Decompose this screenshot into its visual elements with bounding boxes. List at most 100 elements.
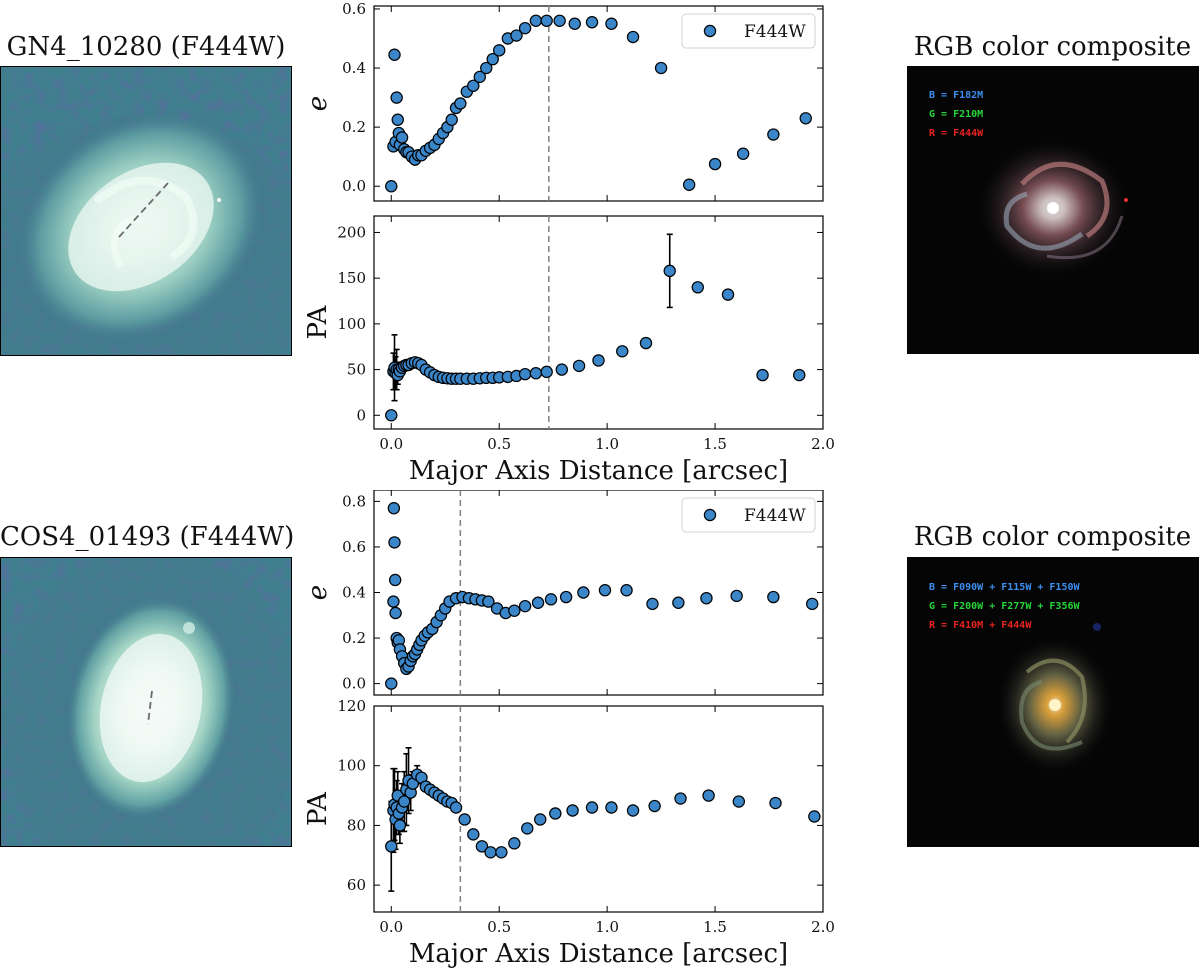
x-tick-label: 1.0 [595, 435, 619, 453]
data-point [799, 112, 812, 125]
data-point [648, 799, 661, 813]
data-point [493, 44, 506, 57]
x-axis-label: Major Axis Distance [arcsec] [409, 456, 788, 485]
data-point [540, 14, 553, 27]
rgb-composite-title: RGB color composite [913, 32, 1192, 62]
data-point [449, 801, 463, 814]
legend-label: F444W [744, 506, 806, 526]
data-point [654, 61, 668, 75]
legend-marker [703, 24, 717, 38]
data-point [721, 288, 735, 301]
data-point [480, 61, 493, 75]
legend-label: F444W [744, 22, 806, 42]
y-tick-label: 100 [337, 315, 366, 333]
data-point [388, 573, 402, 587]
data-point [598, 584, 612, 597]
gn4-e-svg: 0.0 0.2 0.4 0.6 e F444W [303, 0, 824, 202]
y-tick-label: 200 [337, 223, 366, 241]
data-point [540, 365, 553, 379]
data-point [534, 813, 547, 826]
data-point [568, 17, 581, 30]
x-tick-label: 0.5 [487, 435, 511, 453]
data-point [486, 52, 499, 66]
data-point [555, 363, 569, 376]
y-axis-label: PA [303, 791, 333, 826]
x-tick-label: 0.0 [379, 435, 403, 453]
data-point [672, 596, 685, 609]
legend-marker [703, 508, 717, 522]
data-point [385, 409, 398, 422]
galaxy-image-title: GN4_10280 (F444W) [6, 32, 286, 62]
x-tick-label: 1.5 [703, 918, 727, 936]
data-point [585, 16, 599, 29]
data-point [508, 837, 521, 850]
rgb-label-red: R = F444W [929, 128, 984, 139]
data-point [626, 30, 640, 44]
y-axis-label: e [303, 96, 333, 111]
legend-box [681, 497, 816, 533]
y-tick-label: 50 [347, 361, 366, 379]
data-point [388, 536, 401, 549]
y-tick-label: 0.6 [342, 0, 366, 18]
data-point [592, 354, 605, 367]
rgb-label-green: G = F210M [929, 109, 983, 120]
data-point [646, 597, 659, 611]
data-point [467, 828, 480, 841]
y-tick-label: 0.2 [342, 118, 366, 136]
data-point [572, 359, 586, 373]
data-point [626, 804, 640, 817]
data-point [398, 795, 411, 808]
gn4-ellipticity-chart: 0.0 0.2 0.4 0.6 e F444W [300, 0, 840, 215]
rgb-composite-image: B = F182M G = F210M R = F444W [907, 66, 1199, 354]
data-point [385, 180, 398, 193]
data-point [393, 819, 407, 832]
galaxy-image-title: COS4_01493 (F444W) [0, 522, 295, 552]
rgb-filter-legend: B = F182M G = F210M R = F444W [929, 90, 984, 139]
data-point [390, 91, 403, 104]
y-tick-label: 0.4 [342, 584, 366, 602]
x-tick-label: 2.0 [811, 918, 835, 936]
data-point [518, 21, 532, 35]
y-tick-label: 0.4 [342, 59, 366, 77]
rgb-label-green: G = F200W + F277W + F356W [929, 601, 1080, 612]
data-point [620, 584, 633, 597]
data-point [730, 589, 743, 603]
cos4-e-svg: 0.0 0.2 0.4 0.6 0.8 e F444W [303, 490, 824, 696]
cos4-pa-chart: 0.0 0.5 1.0 1.5 2.0 60 80 100 120 PA Major Axis Di… [300, 700, 840, 972]
galaxy-image-render [1, 67, 291, 355]
y-tick-label: 150 [337, 269, 366, 287]
data-point [616, 345, 629, 358]
data-point [700, 591, 713, 605]
data-point [467, 79, 480, 92]
legend: F444W [681, 497, 816, 533]
data-point [732, 795, 746, 808]
y-tick-label: 60 [347, 876, 366, 894]
data-point [510, 29, 523, 42]
rgb-composite-image: B = F090W + F115W + F150W G = F200W + F2… [907, 557, 1199, 847]
data-point [482, 595, 495, 608]
cos4-pa-svg: 0.0 0.5 1.0 1.5 2.0 60 80 100 120 PA Major Axis Di… [303, 700, 835, 969]
rgb-label-blue: B = F182M [929, 90, 983, 101]
legend-box [681, 13, 816, 49]
x-tick-label: 1.0 [595, 918, 619, 936]
x-tick-label: 2.0 [811, 435, 835, 453]
x-tick-label: 0.0 [379, 918, 403, 936]
data-point [385, 677, 398, 690]
data-point [769, 796, 782, 810]
f444w-galaxy-image [0, 557, 292, 847]
data-point [691, 281, 704, 294]
data-point [518, 367, 532, 381]
gn4-pa-chart: 0.0 0.5 1.0 1.5 2.0 0 50 100 150 200 PA Major Axis … [300, 210, 840, 485]
data-point [806, 597, 819, 611]
data-point [458, 813, 471, 826]
f444w-galaxy-image [0, 66, 292, 356]
y-tick-label: 80 [347, 816, 366, 834]
data-point [385, 840, 398, 853]
data-point [395, 131, 409, 144]
data-point [518, 599, 532, 613]
cos4-ellipticity-chart: 0.0 0.2 0.4 0.6 0.8 e F444W [300, 490, 840, 705]
data-point [767, 128, 780, 141]
rgb-label-blue: B = F090W + F115W + F150W [929, 582, 1080, 593]
data-point [674, 792, 687, 805]
data-point [495, 846, 508, 859]
